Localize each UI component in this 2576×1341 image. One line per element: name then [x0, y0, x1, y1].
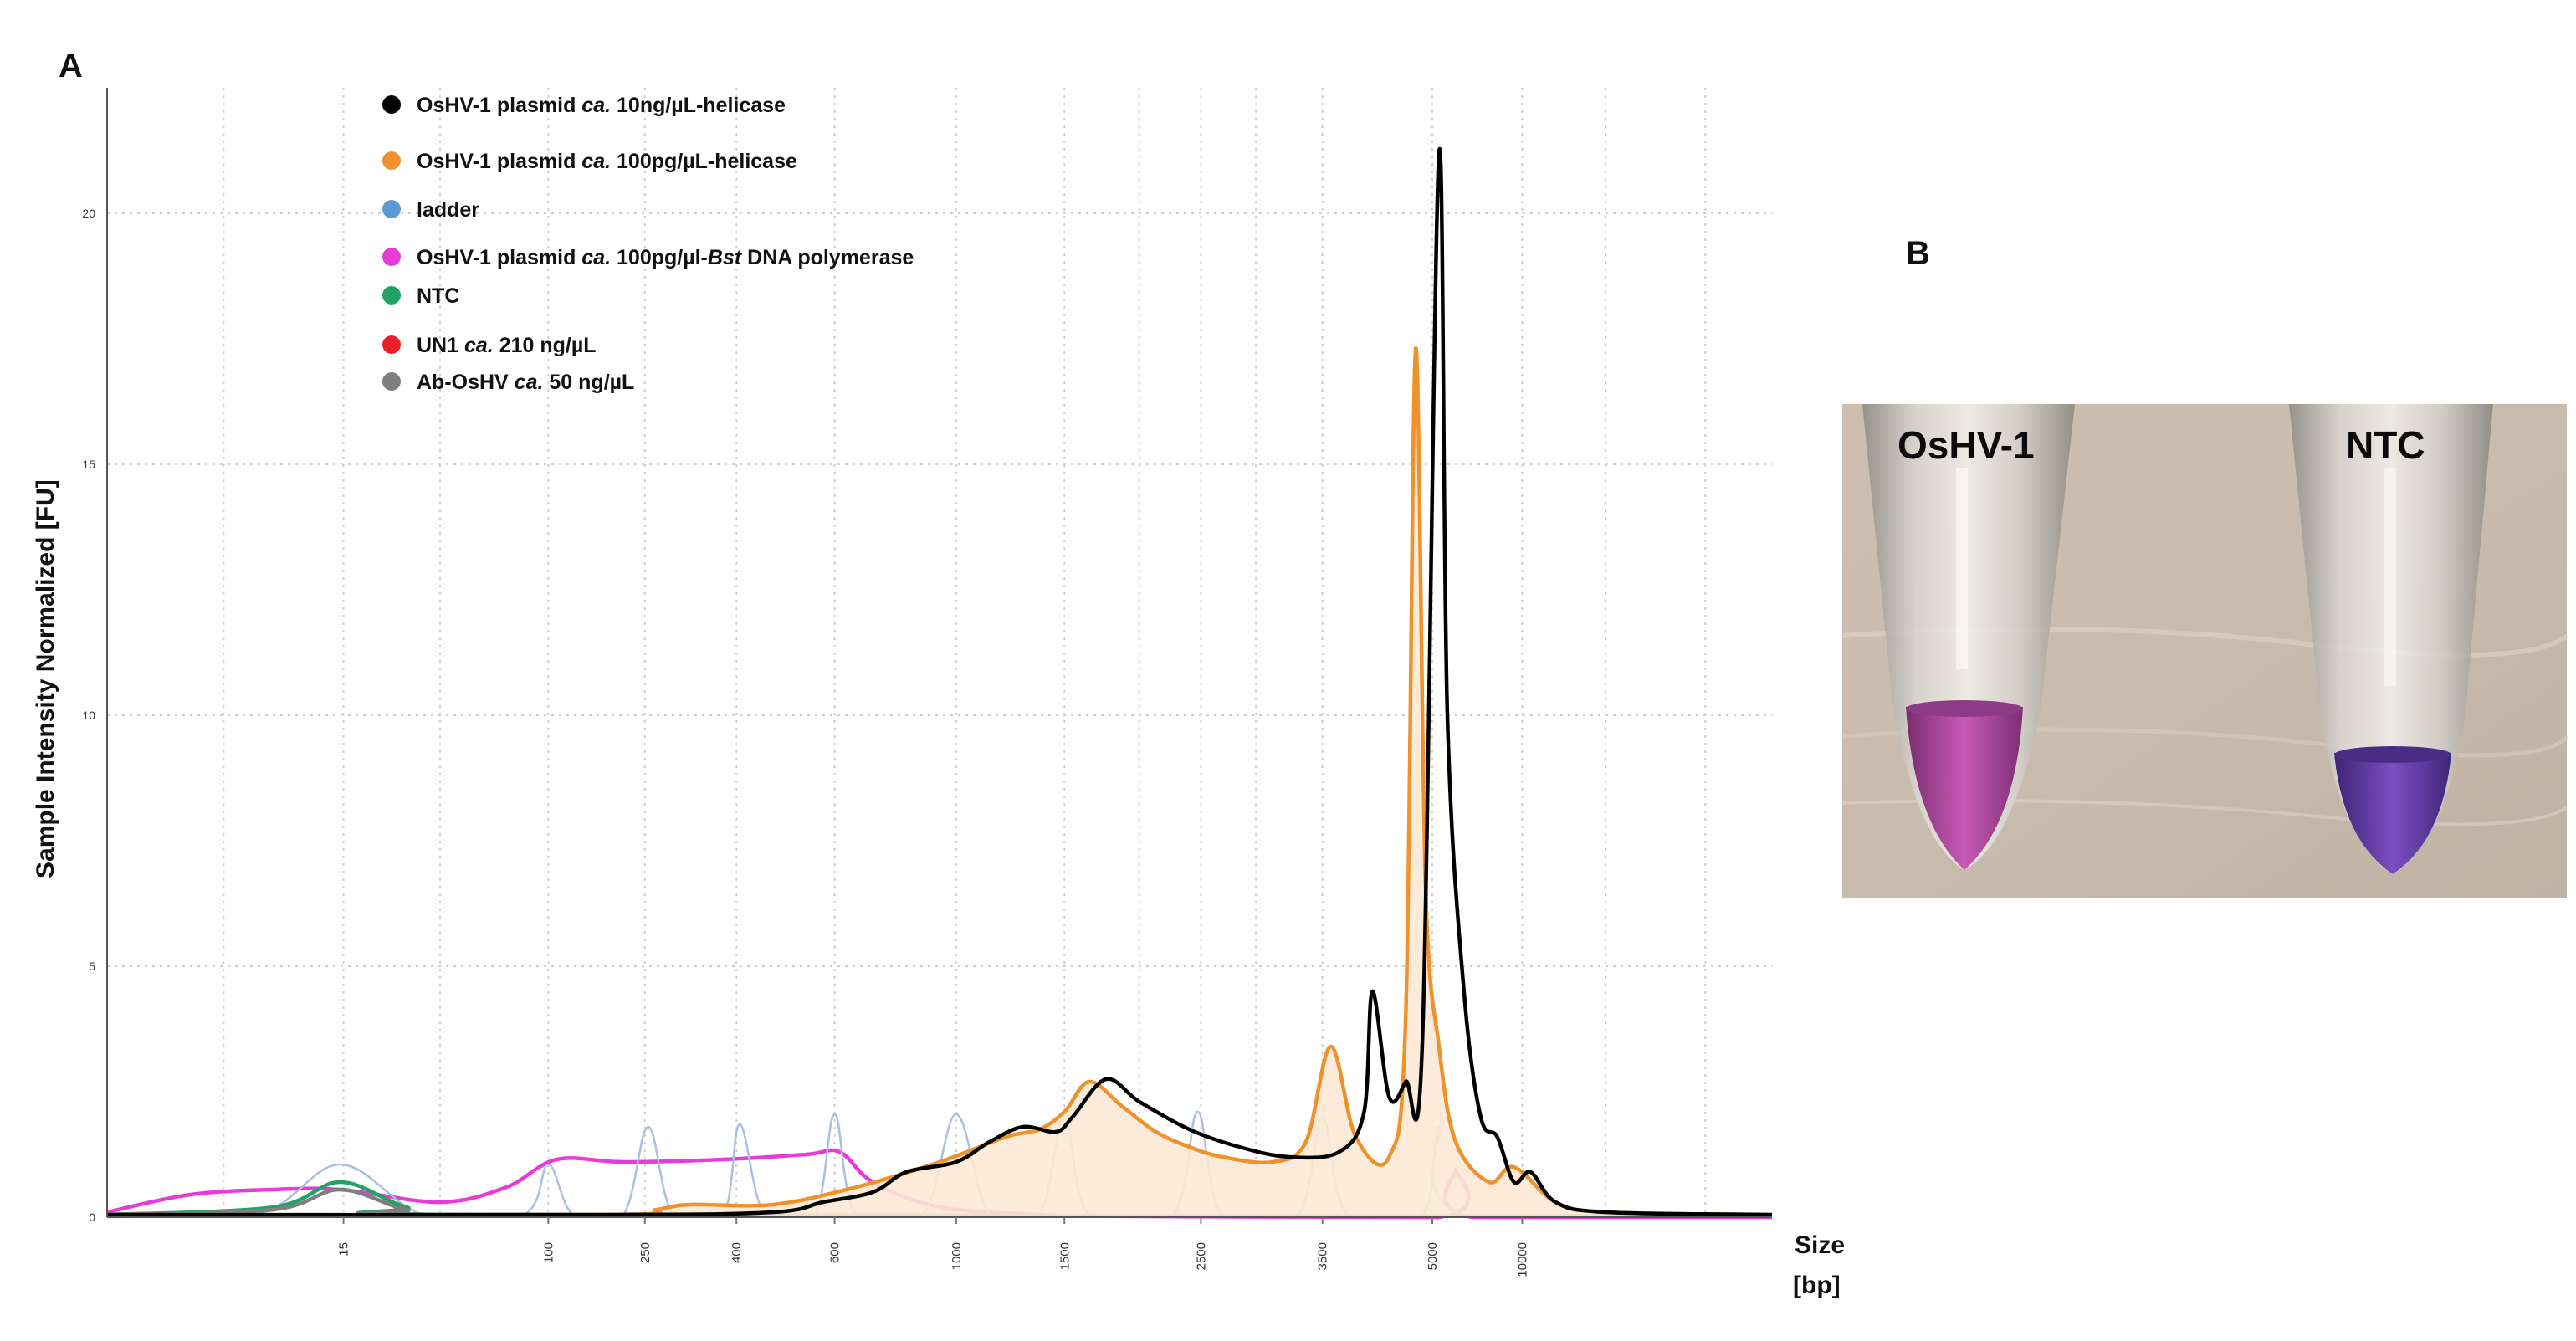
y-tick-label: 5 — [89, 960, 95, 973]
legend-label-plasmid_10ng_helicase: OsHV-1 plasmid ca. 10ng/µL-helicase — [417, 94, 786, 117]
legend-label-un1: UN1 ca. 210 ng/µL — [417, 334, 597, 357]
legend-marker-plasmid_10ng_helicase — [382, 95, 401, 114]
x-tick-label: 3500 — [1316, 1242, 1330, 1270]
y-tick-label: 20 — [82, 207, 95, 220]
x-tick-label: 10000 — [1516, 1242, 1530, 1277]
x-tick-label: 600 — [828, 1242, 842, 1263]
tube-left-liquid — [1906, 707, 2023, 870]
x-tick-label: 100 — [541, 1242, 556, 1263]
x-tick-label: 15 — [337, 1242, 351, 1257]
x-axis-title-line2: [bp] — [1793, 1272, 1841, 1299]
tube-right: NTC — [2289, 404, 2493, 874]
series-line-plasmid_100pg_helicase — [106, 346, 1773, 1217]
x-tick-label: 5000 — [1426, 1242, 1440, 1270]
panel-label-b: B — [1906, 235, 1930, 272]
x-tick-label: 250 — [638, 1242, 653, 1263]
tube-right-liquid — [2334, 753, 2451, 874]
tube-photo: OsHV-1 NTC — [1841, 404, 2569, 898]
legend-label-ab_oshv: Ab-OsHV ca. 50 ng/µL — [417, 371, 634, 394]
panel-label-a: A — [59, 48, 83, 84]
x-axis-title-line1: Size — [1795, 1231, 1845, 1259]
electropherogram-chart: 0 5 10 15 20 15 100 250 400 600 1000 1500 2500 3500 5… — [32, 88, 1845, 1299]
series-line-plasmid_10ng_helicase — [106, 147, 1773, 1217]
legend-label-ladder: ladder — [417, 198, 479, 222]
axes — [106, 88, 1772, 1218]
legend-marker-un1 — [382, 335, 401, 354]
legend-label-plasmid_100pg_helicase: OsHV-1 plasmid ca. 100pg/µL-helicase — [417, 150, 797, 173]
y-axis-title: Sample Intensity Normalized [FU] — [32, 479, 59, 878]
x-tick-label: 1500 — [1058, 1242, 1072, 1270]
series-layer — [106, 147, 1773, 1220]
grid-lines — [107, 88, 1772, 1217]
legend: OsHV-1 plasmid ca. 10ng/µL-helicase OsHV-… — [382, 94, 914, 394]
legend-marker-plasmid_100pg_bst — [382, 248, 401, 266]
y-ticks: 0 5 10 15 20 — [82, 207, 95, 1224]
x-tick-label: 400 — [730, 1242, 744, 1263]
legend-label-ntc: NTC — [417, 284, 459, 308]
legend-label-plasmid_100pg_bst: OsHV-1 plasmid ca. 100pg/µl-Bst DNA poly… — [417, 246, 914, 269]
legend-marker-ab_oshv — [382, 372, 401, 391]
legend-marker-ladder — [382, 200, 401, 218]
tube-right-label: NTC — [2346, 423, 2425, 467]
legend-marker-ntc — [382, 286, 401, 305]
y-tick-label: 15 — [82, 458, 95, 471]
y-tick-label: 0 — [89, 1210, 95, 1224]
tube-left-label: OsHV-1 — [1897, 423, 2035, 467]
tube-left: OsHV-1 — [1862, 404, 2075, 870]
y-tick-label: 10 — [82, 709, 95, 722]
x-tick-label: 2500 — [1194, 1242, 1208, 1270]
x-tick-label: 1000 — [950, 1242, 964, 1270]
legend-marker-plasmid_100pg_helicase — [382, 151, 401, 170]
x-ticks: 15 100 250 400 600 1000 1500 2500 3500 5000 10000 — [337, 1217, 1530, 1277]
